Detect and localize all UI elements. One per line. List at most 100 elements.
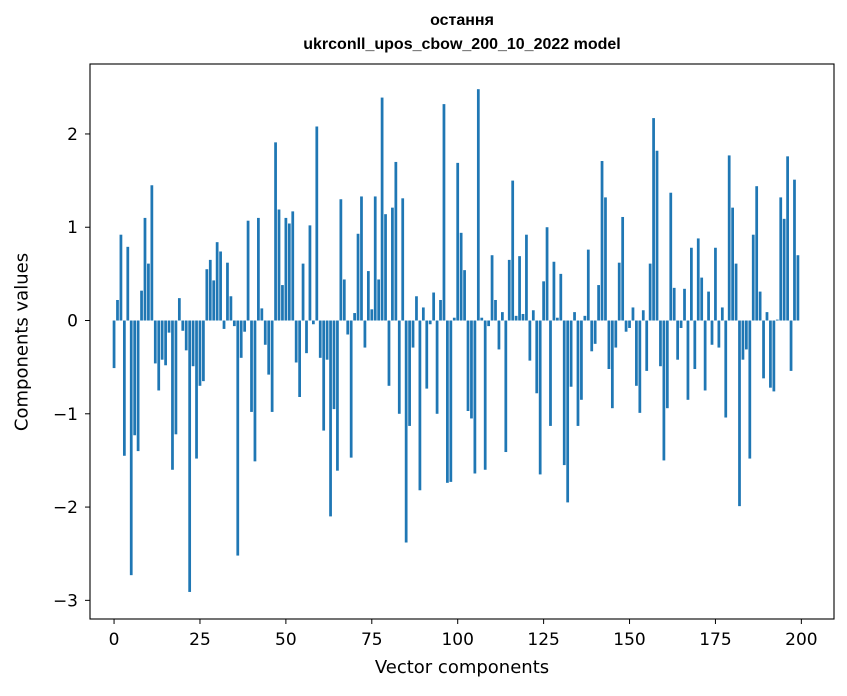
bar xyxy=(425,320,429,389)
bar xyxy=(294,320,298,363)
chart-title-line-1: остання xyxy=(430,12,494,29)
bar xyxy=(531,310,535,321)
bar xyxy=(690,247,693,321)
bar xyxy=(559,273,563,321)
bar xyxy=(542,281,545,321)
bar xyxy=(232,320,236,327)
bar xyxy=(291,211,295,321)
bar xyxy=(463,270,466,321)
bar xyxy=(772,320,776,392)
x-tick-label: 200 xyxy=(785,630,817,650)
bar xyxy=(277,209,281,321)
bar xyxy=(775,319,779,321)
bar xyxy=(339,199,343,321)
bar xyxy=(360,196,363,321)
bar xyxy=(311,320,315,325)
bar xyxy=(253,320,257,462)
bar xyxy=(600,161,604,321)
bar xyxy=(246,220,250,321)
bar xyxy=(432,292,436,321)
bar xyxy=(707,291,710,321)
bar xyxy=(470,320,473,419)
bar xyxy=(404,320,408,543)
bar xyxy=(373,196,377,321)
x-tick-label: 50 xyxy=(275,630,297,650)
bar xyxy=(720,307,724,321)
bar xyxy=(669,192,673,321)
bar xyxy=(765,312,769,321)
bar xyxy=(483,320,487,470)
x-tick-label: 150 xyxy=(613,630,645,650)
bar xyxy=(610,320,614,409)
bar xyxy=(552,261,556,321)
x-tick-label: 75 xyxy=(361,630,383,650)
bar xyxy=(751,234,755,321)
y-tick-label: 0 xyxy=(67,312,78,332)
bar xyxy=(208,259,212,321)
bar xyxy=(116,299,119,321)
bar xyxy=(652,118,655,321)
bar xyxy=(511,180,515,321)
bar xyxy=(140,290,143,321)
bar xyxy=(387,320,391,386)
bar xyxy=(665,320,669,409)
bar xyxy=(779,197,783,321)
bar xyxy=(538,320,542,475)
bar xyxy=(452,317,456,321)
bar xyxy=(562,320,566,466)
bar xyxy=(555,317,559,321)
bar xyxy=(332,320,336,410)
bar xyxy=(580,320,583,400)
bar xyxy=(191,320,195,367)
bar xyxy=(177,298,181,321)
bar xyxy=(391,207,394,321)
bar xyxy=(164,320,167,366)
bar xyxy=(793,179,796,321)
bar xyxy=(593,320,597,344)
bar xyxy=(322,320,326,431)
bar xyxy=(435,320,439,414)
bar xyxy=(703,320,707,391)
bar xyxy=(738,320,741,507)
bar xyxy=(346,320,350,335)
bar xyxy=(755,186,759,321)
bar xyxy=(421,307,425,321)
bar xyxy=(215,242,219,321)
bar xyxy=(174,320,178,435)
bar xyxy=(607,320,611,370)
bar xyxy=(535,320,539,394)
bar xyxy=(679,320,683,328)
bar xyxy=(659,320,662,367)
bar xyxy=(263,320,267,345)
y-tick-label: −2 xyxy=(53,498,78,518)
bar xyxy=(380,97,384,321)
bar xyxy=(219,251,222,321)
bar xyxy=(796,255,800,321)
bar xyxy=(473,320,477,474)
bar xyxy=(394,161,398,321)
bar xyxy=(731,207,734,321)
bar xyxy=(349,320,353,458)
bar xyxy=(239,320,243,358)
bar xyxy=(112,320,116,369)
bar xyxy=(583,315,587,321)
bar xyxy=(676,320,680,360)
bar xyxy=(480,317,484,321)
bar xyxy=(418,320,422,491)
bar xyxy=(298,320,302,397)
bar xyxy=(621,216,625,321)
bar xyxy=(205,269,209,321)
bar xyxy=(342,279,346,321)
bar xyxy=(287,223,291,321)
bar xyxy=(597,285,600,321)
x-tick-label: 25 xyxy=(189,630,211,650)
bar xyxy=(129,320,133,576)
bar xyxy=(758,291,762,321)
bar xyxy=(153,320,157,364)
bar xyxy=(748,320,752,459)
bar xyxy=(744,320,748,350)
bar xyxy=(315,126,319,321)
bar xyxy=(284,217,288,321)
bar xyxy=(638,320,642,413)
bar xyxy=(305,320,308,354)
